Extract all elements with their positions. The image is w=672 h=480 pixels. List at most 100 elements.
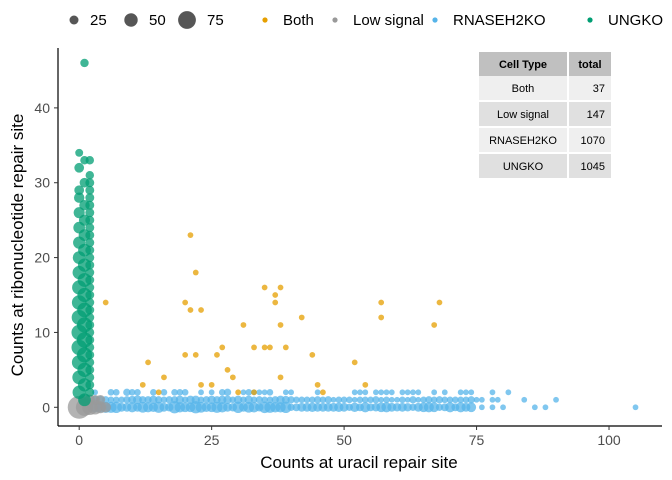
data-point-rnaseh2ko (429, 402, 440, 413)
data-point-rnaseh2ko (467, 396, 475, 404)
table-cell-text: 147 (587, 109, 605, 121)
summary-table: Cell Type total Both 37 Low signal 147 RNASEH2… (479, 52, 611, 178)
data-point-ungko (85, 200, 95, 210)
y-tick-label: 40 (34, 100, 50, 116)
data-point-rnaseh2ko (298, 396, 306, 404)
data-point-both (277, 374, 284, 381)
data-point-rnaseh2ko (128, 388, 136, 396)
data-point-rnaseh2ko (521, 396, 528, 403)
data-point-low-signal (100, 402, 111, 413)
data-point-ungko (85, 380, 95, 390)
data-point-rnaseh2ko (531, 404, 538, 411)
table-cell-text: Low signal (497, 109, 549, 121)
x-tick-label: 50 (336, 432, 352, 448)
data-point-ungko (74, 162, 85, 173)
data-point-rnaseh2ko (489, 389, 496, 396)
data-point-rnaseh2ko (356, 396, 364, 404)
data-point-both (378, 299, 385, 306)
data-point-rnaseh2ko (468, 389, 475, 396)
data-point-rnaseh2ko (403, 403, 412, 412)
data-point-rnaseh2ko (340, 396, 348, 404)
data-point-both (240, 322, 247, 328)
data-point-rnaseh2ko (107, 396, 115, 404)
data-point-rnaseh2ko (134, 388, 141, 396)
data-point-ungko (73, 192, 85, 203)
data-point-rnaseh2ko (233, 395, 243, 405)
table-cell-text: 1070 (581, 135, 605, 147)
data-point-ungko (85, 350, 95, 360)
data-point-rnaseh2ko (176, 388, 184, 396)
data-point-both (229, 374, 236, 381)
data-point-rnaseh2ko (154, 396, 163, 404)
x-tick-label: 0 (75, 432, 83, 448)
table-header-text: Cell Type (499, 59, 547, 71)
data-point-both (198, 307, 204, 313)
data-point-ungko (85, 305, 95, 315)
data-point-rnaseh2ko (478, 404, 485, 411)
data-point-ungko (85, 320, 95, 330)
data-point-rnaseh2ko (245, 388, 253, 396)
data-point-both (161, 374, 167, 381)
data-point-rnaseh2ko (441, 396, 449, 404)
data-point-rnaseh2ko (410, 389, 416, 396)
data-point-rnaseh2ko (378, 396, 385, 403)
data-point-rnaseh2ko (313, 396, 322, 404)
legend-color-marker (432, 17, 438, 23)
data-point-both (219, 344, 226, 351)
data-point-rnaseh2ko (261, 389, 268, 396)
data-point-both (251, 389, 257, 396)
legend-size-marker (178, 11, 196, 29)
data-point-both (182, 299, 189, 306)
data-point-rnaseh2ko (553, 396, 559, 403)
data-point-rnaseh2ko (362, 389, 369, 396)
y-tick-label: 10 (34, 324, 50, 340)
data-point-ungko (85, 208, 95, 218)
data-point-rnaseh2ko (266, 388, 274, 396)
data-point-rnaseh2ko (255, 396, 264, 404)
data-point-rnaseh2ko (431, 389, 438, 396)
data-point-both (261, 344, 268, 351)
data-point-both (198, 381, 204, 388)
data-point-both (187, 232, 194, 239)
data-point-rnaseh2ko (256, 389, 263, 396)
data-point-rnaseh2ko (191, 395, 200, 405)
data-point-rnaseh2ko (346, 396, 353, 404)
table-cell-text: Both (512, 83, 535, 95)
data-point-both (277, 284, 284, 291)
table-header-cell (569, 52, 611, 76)
table-cell-text: RNASEH2KO (489, 135, 557, 147)
data-point-rnaseh2ko (505, 389, 512, 396)
data-point-both (378, 314, 385, 321)
data-point-rnaseh2ko (175, 395, 185, 405)
data-point-rnaseh2ko (462, 396, 470, 404)
data-point-ungko (85, 245, 95, 255)
legend-size-label: 25 (90, 12, 107, 29)
data-point-rnaseh2ko (415, 396, 422, 403)
data-point-rnaseh2ko (139, 396, 147, 404)
data-point-both (431, 322, 438, 328)
data-point-ungko (85, 230, 95, 240)
data-point-both (272, 299, 279, 306)
table-cell (569, 154, 611, 178)
data-point-ungko (85, 260, 95, 270)
legend-color-label: Low signal (353, 12, 424, 29)
data-point-rnaseh2ko (287, 396, 295, 404)
x-axis-title: Counts at uracil repair site (260, 453, 457, 472)
data-point-both (102, 299, 109, 306)
data-point-both (362, 381, 369, 388)
data-point-rnaseh2ko (478, 396, 485, 403)
x-tick-label: 100 (597, 432, 621, 448)
x-tick-label: 25 (204, 432, 220, 448)
data-point-rnaseh2ko (383, 396, 390, 404)
data-point-rnaseh2ko (435, 396, 444, 404)
data-point-rnaseh2ko (181, 388, 189, 396)
data-point-rnaseh2ko (280, 401, 292, 413)
data-point-rnaseh2ko (171, 388, 178, 396)
data-point-rnaseh2ko (118, 396, 125, 404)
data-point-rnaseh2ko (319, 396, 327, 404)
y-tick-label: 0 (42, 399, 50, 415)
data-point-rnaseh2ko (240, 389, 247, 396)
data-point-rnaseh2ko (218, 388, 226, 396)
data-point-rnaseh2ko (266, 396, 274, 404)
data-point-both (298, 314, 305, 321)
